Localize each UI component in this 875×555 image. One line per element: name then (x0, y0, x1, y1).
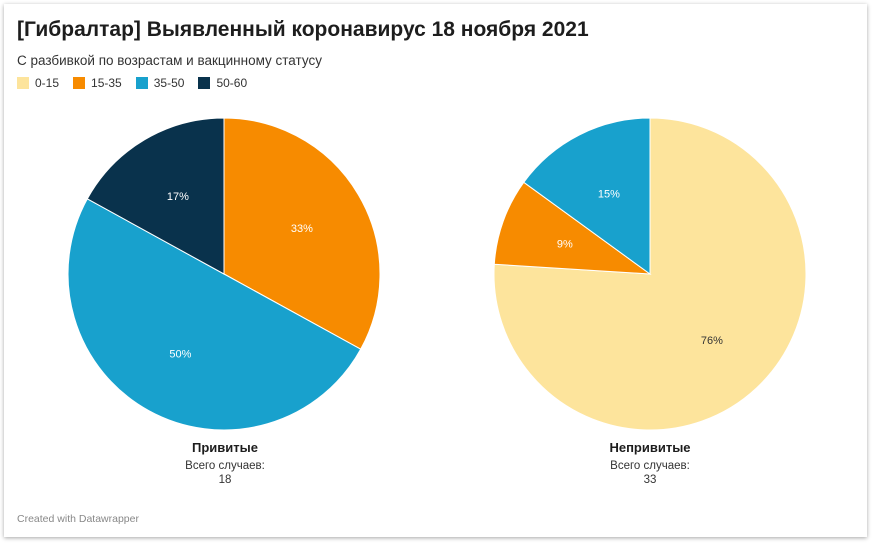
credit-text: Created with Datawrapper (17, 513, 139, 525)
pie-caption-value-vaccinated: 18 (218, 474, 232, 486)
pie-slice-vaccinated-15-35 (223, 117, 381, 350)
pie-label-vaccinated-35-50: 50% (169, 348, 191, 360)
legend: 0-15 15-35 35-50 50-60 (17, 76, 261, 90)
pie-title-vaccinated: Привитые (192, 440, 258, 455)
pie-label-unvaccinated-0-15: 76% (701, 335, 723, 347)
legend-item-15-35: 15-35 (73, 76, 122, 90)
legend-swatch-15-35 (73, 77, 86, 89)
pie-caption-value-unvaccinated: 33 (643, 474, 657, 486)
pie-slice-unvaccinated-35-50 (523, 117, 651, 275)
pie-label-unvaccinated-35-50: 15% (598, 188, 620, 200)
legend-label-0-15: 0-15 (35, 76, 60, 90)
pie-slice-unvaccinated-15-35 (493, 181, 652, 275)
pie-label-vaccinated-15-35: 33% (291, 223, 313, 235)
pie-charts: 33% 50% 17% 76% 9% 15% (67, 117, 807, 431)
pie-label-vaccinated-50-60: 17% (167, 191, 189, 203)
pie-slice-vaccinated-35-50 (67, 198, 362, 431)
chart-frame: [Гибралтар] Выявленный коронавирус 18 но… (4, 4, 867, 537)
legend-swatch-35-50 (135, 77, 148, 89)
legend-item-50-60: 50-60 (198, 76, 247, 90)
pie-title-unvaccinated: Непривитые (609, 440, 691, 455)
legend-swatch-50-60 (198, 77, 211, 89)
pie-label-unvaccinated-15-35: 9% (557, 238, 573, 250)
legend-item-35-50: 35-50 (135, 76, 185, 90)
legend-label-50-60: 50-60 (216, 76, 248, 90)
pie-slice-unvaccinated-0-15 (493, 117, 807, 431)
legend-label-35-50: 35-50 (153, 76, 185, 90)
chart-title: [Гибралтар] Выявленный коронавирус 18 но… (17, 18, 589, 41)
legend-swatch-0-15 (17, 77, 29, 89)
chart-subtitle: С разбивкой по возрастам и вакцинному ст… (17, 53, 322, 68)
legend-item-0-15: 0-15 (17, 76, 59, 90)
pie-caption-label-unvaccinated: Всего случаев: (610, 460, 690, 472)
pie-slice-vaccinated-50-60 (86, 117, 225, 275)
pie-caption-label-vaccinated: Всего случаев: (185, 460, 265, 472)
legend-label-15-35: 15-35 (91, 76, 122, 90)
